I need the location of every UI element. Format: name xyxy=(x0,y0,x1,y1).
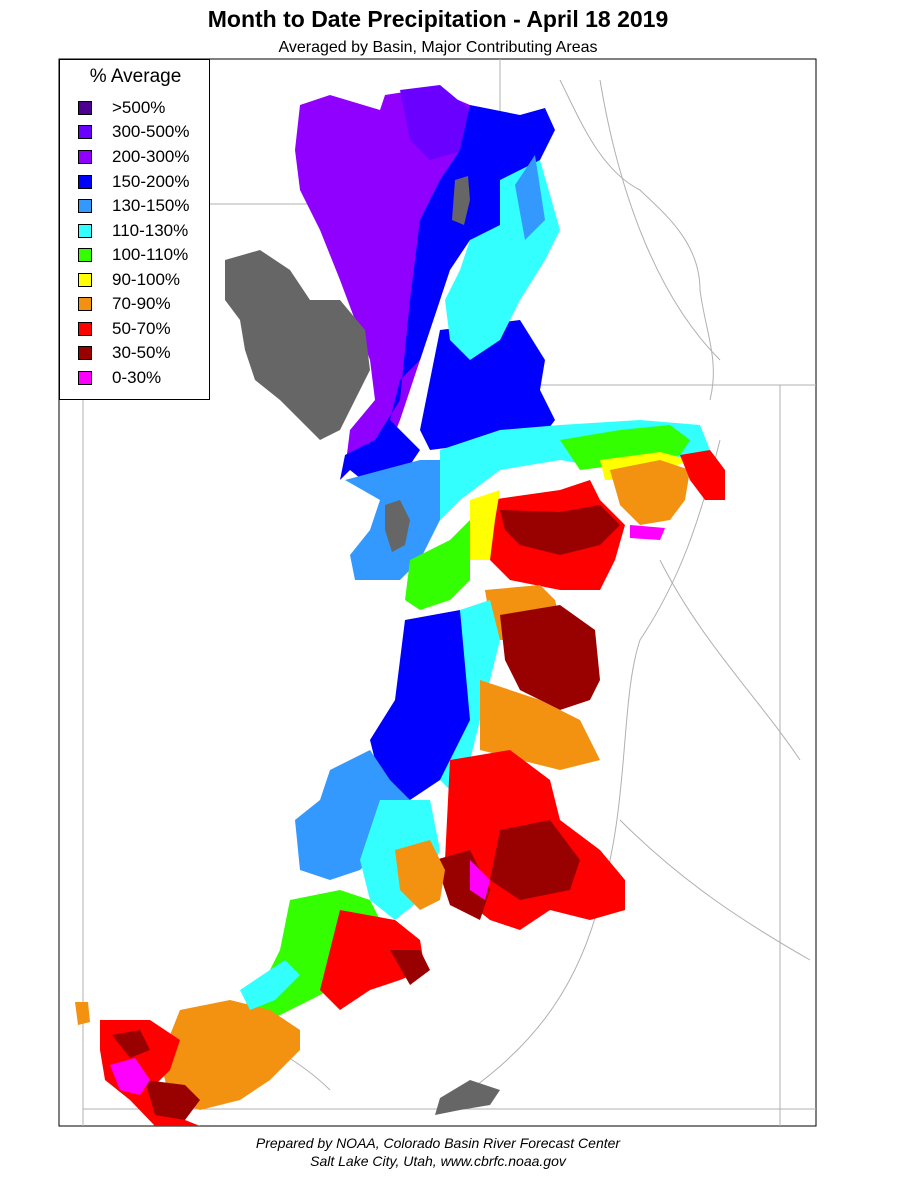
utah-lake xyxy=(385,500,410,552)
legend-swatch xyxy=(78,175,92,189)
credit-line-2: Salt Lake City, Utah, www.cbrfc.noaa.gov xyxy=(310,1153,566,1169)
legend-label: 90-100% xyxy=(112,270,181,289)
basin-east-red xyxy=(680,450,725,500)
legend-swatch xyxy=(78,371,92,385)
legend-label: 150-200% xyxy=(112,172,190,191)
legend-swatch xyxy=(78,297,92,311)
legend-swatch xyxy=(78,199,92,213)
legend-swatch xyxy=(78,346,92,360)
basin-green-orange xyxy=(480,680,600,770)
colorado-river-line xyxy=(469,439,721,1091)
basin-escalante-darkred xyxy=(490,820,580,900)
basin-provo-green xyxy=(405,520,470,610)
legend-swatch xyxy=(78,273,92,287)
credit-line-1: Prepared by NOAA, Colorado Basin River F… xyxy=(255,1135,621,1151)
basin-line-2 xyxy=(659,559,801,761)
legend-label: 0-30% xyxy=(112,368,162,387)
legend-swatch xyxy=(78,101,92,115)
map-subtitle: Averaged by Basin, Major Contributing Ar… xyxy=(278,39,598,56)
legend-swatch xyxy=(78,125,92,139)
legend-label: 300-500% xyxy=(112,122,190,141)
basin-price-darkred xyxy=(500,605,600,710)
legend-label: 100-110% xyxy=(112,245,189,264)
basin-sanpitch-blue xyxy=(370,610,470,800)
map-title: Month to Date Precipitation - April 18 2… xyxy=(207,6,669,32)
basin-weber-blue xyxy=(420,320,555,450)
legend-swatch xyxy=(78,150,92,164)
basin-duchesne-darkred xyxy=(500,505,620,555)
legend-label: 70-90% xyxy=(112,294,171,313)
basin-virgin-orange-edge xyxy=(75,1002,90,1025)
legend-label: 130-150% xyxy=(112,196,190,215)
basin-line-1 xyxy=(599,79,721,361)
legend: % Average >500% 300-500% 200-300% 150-20… xyxy=(59,59,210,400)
legend-label: >500% xyxy=(112,98,166,117)
legend-label: 30-50% xyxy=(112,343,171,362)
basin-duchesne-magenta xyxy=(630,525,665,540)
legend-label: 200-300% xyxy=(112,147,190,166)
legend-swatch xyxy=(78,224,92,238)
great-salt-lake xyxy=(225,250,370,440)
basin-virgin-cyan xyxy=(240,960,300,1010)
legend-title: % Average xyxy=(89,66,182,87)
map-frame xyxy=(58,58,817,1127)
basin-duchesne-yellow xyxy=(470,490,500,560)
basin-virgin-magenta xyxy=(110,1058,150,1095)
basin-east-orange xyxy=(610,460,690,525)
legend-label: 110-130% xyxy=(112,221,189,240)
green-river-line xyxy=(559,79,714,401)
basin-virgin-darkred-west xyxy=(112,1030,150,1058)
basin-paria-red xyxy=(320,910,425,1010)
basin-mid-lightblue xyxy=(515,155,545,240)
legend-label: 50-70% xyxy=(112,319,171,338)
basin-fremont-orange xyxy=(395,840,445,910)
legend-swatch xyxy=(78,322,92,336)
basin-northeast-purple xyxy=(400,85,470,160)
basin-north-purple xyxy=(295,88,480,470)
lake-powell xyxy=(435,1080,500,1115)
basin-virgin-darkred xyxy=(145,1080,200,1120)
basin-paria-darkred xyxy=(390,950,430,985)
legend-swatch xyxy=(78,248,92,262)
basin-sevier-cyan xyxy=(440,600,500,790)
bear-lake xyxy=(452,176,470,225)
basin-regions xyxy=(75,85,725,1126)
basin-line-3 xyxy=(619,819,811,961)
basin-dirty-devil-magenta xyxy=(470,860,490,900)
basin-virgin-orange xyxy=(160,1000,300,1110)
lakes xyxy=(225,176,500,1115)
